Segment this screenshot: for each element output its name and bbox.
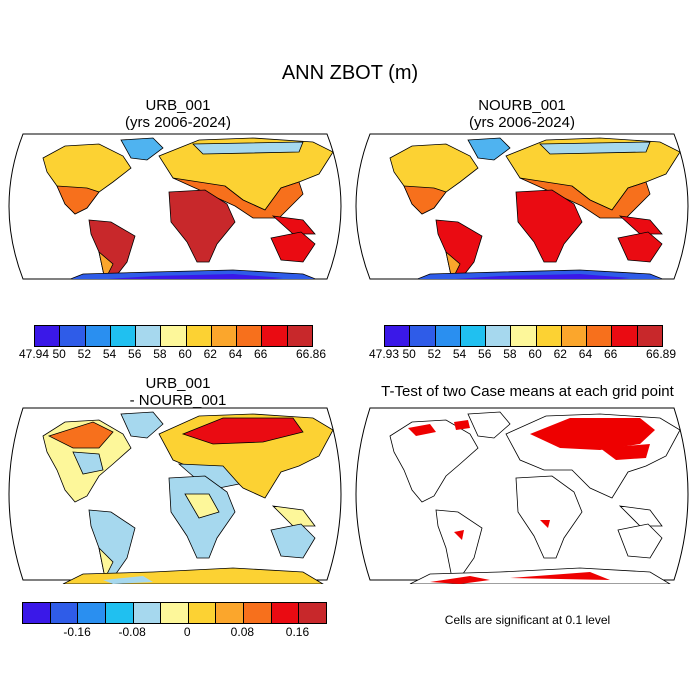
colorbar-tick-label: 54: [452, 347, 467, 361]
colorbar-cell: [243, 603, 271, 623]
colorbar-tick-label: 64: [228, 347, 243, 361]
colorbar-tick-label: 52: [77, 347, 92, 361]
colorbar-tick-label: 50: [402, 347, 416, 361]
colorbar-tick-label: 66: [253, 347, 268, 361]
map-nourb: [355, 133, 689, 280]
colorbar-tick-label: 60: [178, 347, 192, 361]
greenland: [467, 137, 511, 161]
colorbar-cell: [109, 326, 136, 346]
colorbar-tick-label: 54: [102, 347, 117, 361]
map-urb: [8, 133, 342, 280]
colorbar-nourb-ticks: 47.93 50 52 54 56 58 60 62 64 66 66.89: [369, 347, 676, 361]
colorbar-tick-label: 0: [183, 625, 191, 639]
colorbar-tick-label: 47.93: [368, 347, 400, 361]
colorbar-cell: [409, 326, 435, 346]
colorbar-cell: [298, 603, 327, 623]
colorbar-cell: [84, 326, 110, 346]
colorbar-nourb: [384, 325, 663, 347]
panel-title-urb: URB_001 (yrs 2006-2024): [28, 97, 328, 131]
colorbar-tick-label: 62: [553, 347, 567, 361]
colorbar-cell: [215, 603, 244, 623]
colorbar-tick-label: 56: [128, 347, 142, 361]
colorbar-cell: [385, 326, 410, 346]
colorbar-cell: [485, 326, 511, 346]
figure-title: ANN ZBOT (m): [281, 62, 419, 84]
colorbar-cell: [160, 326, 186, 346]
colorbar-cell: [187, 603, 216, 623]
south-america: [88, 219, 136, 279]
significance-note: Cells are significant at 0.1 level: [444, 613, 611, 627]
australia: [617, 231, 663, 263]
colorbar-cell: [104, 603, 133, 623]
colorbar-cell: [586, 326, 612, 346]
map-ttest: [355, 407, 689, 584]
panel-title-ttest: T-Test of two Case means at each grid po…: [381, 383, 674, 400]
colorbar-cell: [160, 603, 188, 623]
colorbar-tick-label: 47.94: [18, 347, 50, 361]
colorbar-tick-label: 58: [153, 347, 167, 361]
colorbar-cell: [286, 326, 312, 346]
colorbar-tick-label: 64: [578, 347, 593, 361]
colorbar-cell: [611, 326, 637, 346]
colorbar-diff: [22, 602, 327, 624]
colorbar-cell: [560, 326, 587, 346]
colorbar-cell: [135, 326, 161, 346]
greenland: [120, 137, 164, 161]
south-america: [435, 219, 483, 279]
panel-title-line2: - NOURB_001: [129, 392, 227, 409]
colorbar-tick-label: 62: [203, 347, 217, 361]
colorbar-tick-label: 52: [427, 347, 442, 361]
colorbar-tick-label: -0.16: [63, 625, 91, 639]
colorbar-cell: [210, 326, 237, 346]
colorbar-tick-label: 60: [528, 347, 542, 361]
colorbar-cell: [270, 603, 299, 623]
colorbar-cell: [132, 603, 161, 623]
significant-cells: [408, 418, 655, 584]
colorbar-tick-label: 50: [52, 347, 66, 361]
panel-title-line1: NOURB_001: [478, 97, 566, 114]
australia: [270, 231, 316, 263]
colorbar-tick-label: 56: [478, 347, 492, 361]
colorbar-cell: [236, 326, 262, 346]
colorbar-cell: [49, 603, 78, 623]
australia: [270, 523, 316, 559]
colorbar-cell: [35, 326, 60, 346]
africa: [168, 189, 236, 263]
panel-title-line1: URB_001: [145, 97, 211, 114]
colorbar-cell: [185, 326, 211, 346]
colorbar-tick-label: 0.16: [285, 625, 310, 639]
greenland: [120, 411, 164, 439]
colorbar-cell: [459, 326, 486, 346]
maritime-asia: [618, 215, 663, 235]
colorbar-diff-ticks: -0.16 -0.08 0 0.08 0.16: [22, 625, 325, 639]
colorbar-cell: [535, 326, 561, 346]
colorbar-urb-ticks: 47.94 50 52 54 56 58 60 62 64 66 66.86: [19, 347, 326, 361]
map-diff: [8, 407, 342, 584]
colorbar-urb: [34, 325, 313, 347]
panel-title-line2: (yrs 2006-2024): [469, 114, 575, 131]
africa: [515, 189, 583, 263]
panel-title-line2: (yrs 2006-2024): [125, 114, 231, 131]
panel-title-line1: URB_001: [145, 375, 211, 392]
colorbar-cell: [77, 603, 105, 623]
colorbar-tick-label: 0.08: [230, 625, 255, 639]
colorbar-cell: [261, 326, 287, 346]
maritime-asia: [271, 505, 316, 527]
colorbar-cell: [636, 326, 662, 346]
panel-title-diff: URB_001 - NOURB_001: [28, 375, 328, 409]
panel-title-nourb: NOURB_001 (yrs 2006-2024): [372, 97, 672, 131]
colorbar-cell: [59, 326, 85, 346]
colorbar-tick-label: 66: [603, 347, 618, 361]
maritime-asia: [271, 215, 316, 235]
colorbar-tick-label: -0.08: [118, 625, 146, 639]
colorbar-tick-label: 58: [503, 347, 517, 361]
colorbar-cell: [510, 326, 536, 346]
colorbar-cell: [23, 603, 50, 623]
colorbar-cell: [434, 326, 460, 346]
colorbar-tick-label: 66.89: [645, 347, 677, 361]
colorbar-tick-label: 66.86: [295, 347, 327, 361]
